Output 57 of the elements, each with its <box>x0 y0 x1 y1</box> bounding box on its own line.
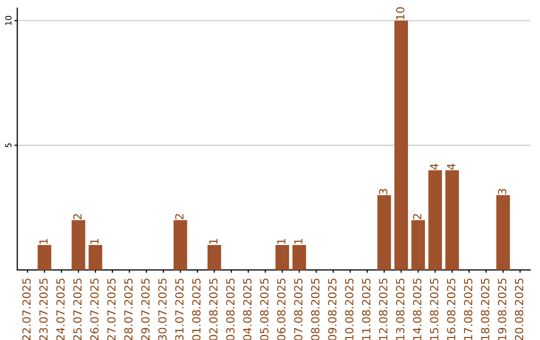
x-tick-label: 20.08.2025 <box>514 278 524 340</box>
x-tick-label: 26.07.2025 <box>90 278 99 340</box>
x-tick-label: 18.08.2025 <box>480 278 490 340</box>
x-tick-label: 22.07.2025 <box>22 278 31 340</box>
x-tick-label: 07.08.2025 <box>294 278 302 340</box>
data-label: 1 <box>294 238 302 244</box>
bar <box>275 245 290 270</box>
x-tick-label: 30.07.2025 <box>158 278 167 340</box>
x-tick-label: 19.08.2025 <box>498 278 506 340</box>
x-tick-label: 09.08.2025 <box>328 278 336 340</box>
data-label: 3 <box>379 188 388 194</box>
x-tick-label: 29.07.2025 <box>141 278 150 340</box>
bar <box>394 20 408 270</box>
x-tick-label: 27.07.2025 <box>107 278 116 340</box>
x-tick-label: 23.07.2025 <box>39 278 48 340</box>
x-tick-label: 06.08.2025 <box>277 278 286 340</box>
data-label: 4 <box>447 164 456 170</box>
x-tick-label: 03.08.2025 <box>226 278 235 340</box>
x-tick-label: 11.08.2025 <box>362 278 370 340</box>
x-tick-label: 13.08.2025 <box>396 278 404 340</box>
bar <box>88 245 102 270</box>
x-tick-label: 31.07.2025 <box>175 278 184 340</box>
x-tick-label: 14.08.2025 <box>412 278 422 340</box>
bar <box>38 245 52 270</box>
x-tick-label: 28.07.2025 <box>124 278 133 340</box>
data-label: 10 <box>396 7 404 20</box>
data-label: 1 <box>90 238 98 244</box>
x-tick-label: 04.08.2025 <box>243 278 252 340</box>
bar <box>292 245 306 270</box>
x-tick-label: 17.08.2025 <box>464 278 472 340</box>
x-tick-label: 05.08.2025 <box>260 278 269 340</box>
bar <box>428 170 442 270</box>
x-tick-label: 12.08.2025 <box>379 278 388 340</box>
bar <box>445 170 459 270</box>
bar <box>174 220 188 270</box>
x-tick-label: 08.08.2025 <box>311 278 320 340</box>
bar <box>72 220 86 270</box>
x-tick-label: 01.08.2025 <box>192 278 201 340</box>
x-tick-label: 02.08.2025 <box>209 278 218 340</box>
data-label: 3 <box>498 188 506 194</box>
x-tick-label: 24.07.2025 <box>56 278 65 340</box>
data-label: 4 <box>430 164 438 170</box>
data-label: 1 <box>209 238 218 244</box>
x-tick-label: 10.08.2025 <box>345 278 354 340</box>
data-label: 1 <box>277 238 286 244</box>
data-label: 2 <box>175 214 184 220</box>
bar <box>411 220 425 270</box>
data-label: 1 <box>39 238 48 244</box>
data-label: 2 <box>73 214 82 220</box>
bar <box>496 195 510 270</box>
x-tick-label: 16.08.2025 <box>446 278 456 340</box>
bar <box>208 245 222 270</box>
data-label: 2 <box>412 214 422 220</box>
x-tick-label: 15.08.2025 <box>430 278 438 340</box>
y-tick-label: 5 <box>5 143 12 148</box>
bar <box>377 195 391 270</box>
x-tick-label: 25.07.2025 <box>73 278 82 340</box>
